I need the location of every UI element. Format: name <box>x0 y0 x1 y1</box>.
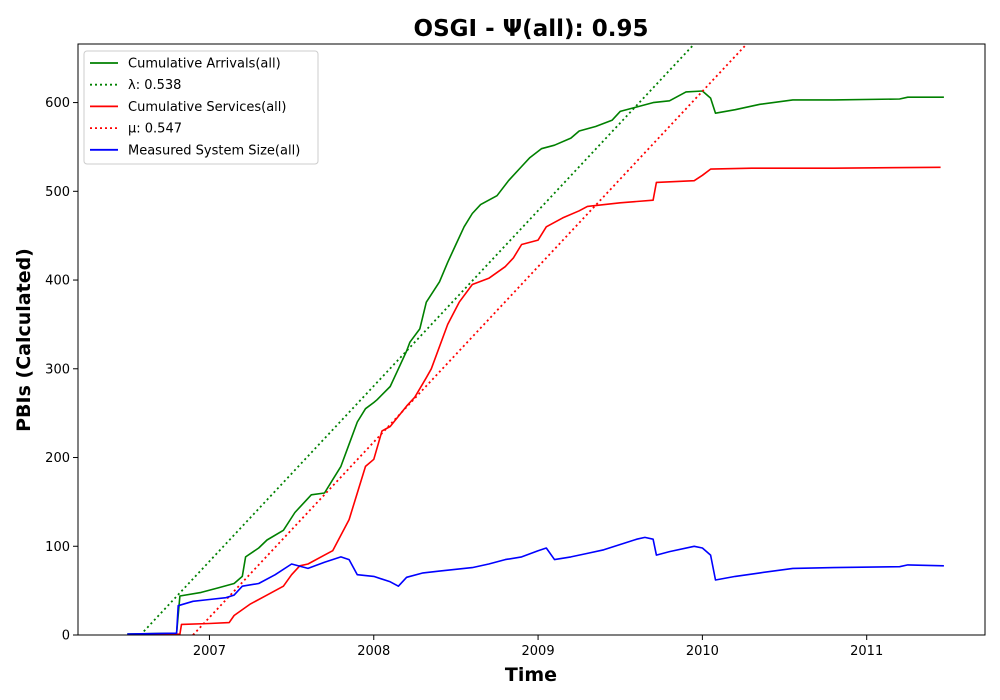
x-tick-label: 2011 <box>850 644 883 659</box>
legend-label-1: λ: 0.538 <box>128 78 181 93</box>
x-axis: 2007 2008 2009 2010 2011 <box>193 635 883 659</box>
series-line-4 <box>127 536 944 635</box>
legend-label-4: Measured System Size(all) <box>128 143 300 158</box>
x-tick-label: 2009 <box>522 644 555 659</box>
series-line-2 <box>127 166 941 635</box>
y-tick-label: 300 <box>45 362 70 377</box>
chart-title: OSGI - Ψ(all): 0.95 <box>414 16 649 42</box>
legend-label-3: μ: 0.547 <box>128 122 182 137</box>
legend: Cumulative Arrivals(all) λ: 0.538 Cumulati… <box>83 50 319 165</box>
y-tick-label: 100 <box>45 540 70 555</box>
series-layer <box>127 44 944 635</box>
y-tick-label: 0 <box>62 629 70 644</box>
x-tick-label: 2008 <box>357 644 390 659</box>
x-tick-label: 2010 <box>686 644 719 659</box>
legend-label-2: Cumulative Services(all) <box>128 100 286 115</box>
y-tick-label: 600 <box>45 96 70 111</box>
y-axis: 0 100 200 300 400 500 600 <box>45 96 78 644</box>
y-axis-title: PBIs (Calculated) <box>13 248 35 432</box>
y-tick-label: 500 <box>45 185 70 200</box>
x-tick-label: 2007 <box>193 644 226 659</box>
legend-frame <box>83 50 319 165</box>
y-tick-label: 200 <box>45 451 70 466</box>
y-tick-label: 400 <box>45 274 70 289</box>
series-line-0 <box>127 90 944 635</box>
x-axis-title: Time <box>505 664 557 686</box>
legend-label-0: Cumulative Arrivals(all) <box>128 57 281 72</box>
plot-frame <box>77 43 986 636</box>
